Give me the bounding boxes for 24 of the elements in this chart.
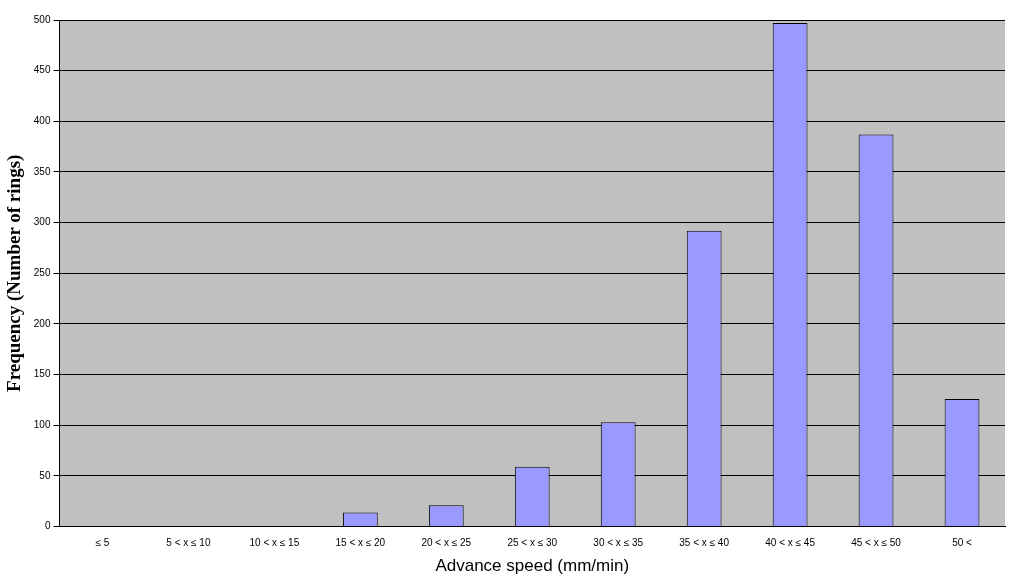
x-tick-label: 40 < x ≤ 45 xyxy=(765,537,816,549)
x-tick-label: 10 < x ≤ 15 xyxy=(249,537,300,549)
y-axis-title: Frequency (Number of rings) xyxy=(3,154,26,392)
x-tick-label: 15 < x ≤ 20 xyxy=(335,537,386,549)
x-axis-title: Advance speed (mm/min) xyxy=(435,556,630,576)
y-tick-label: 200 xyxy=(33,317,51,329)
x-tick-label: 5 < x ≤ 10 xyxy=(166,537,211,549)
y-tick-label: 50 xyxy=(39,469,51,481)
y-tick-label: 500 xyxy=(33,13,51,25)
y-tick-label: 400 xyxy=(33,115,51,127)
y-tick-label: 150 xyxy=(33,368,51,380)
x-tick-label: 35 < x ≤ 40 xyxy=(679,537,730,549)
y-tick-label: 350 xyxy=(33,165,51,177)
x-tick-label: 30 < x ≤ 35 xyxy=(593,537,644,549)
x-tick-label: 50 < xyxy=(952,537,973,549)
x-tick-label: 25 < x ≤ 30 xyxy=(507,537,558,549)
x-tick-label: 45 < x ≤ 50 xyxy=(851,537,902,549)
y-tick-label: 300 xyxy=(33,216,51,228)
x-tick-label: ≤ 5 xyxy=(95,537,110,549)
y-tick-label: 450 xyxy=(33,64,51,76)
x-tick-label: 20 < x ≤ 25 xyxy=(421,537,472,549)
y-tick-label: 0 xyxy=(44,520,51,532)
y-tick-label: 250 xyxy=(33,267,51,279)
y-tick-label: 100 xyxy=(33,419,51,431)
